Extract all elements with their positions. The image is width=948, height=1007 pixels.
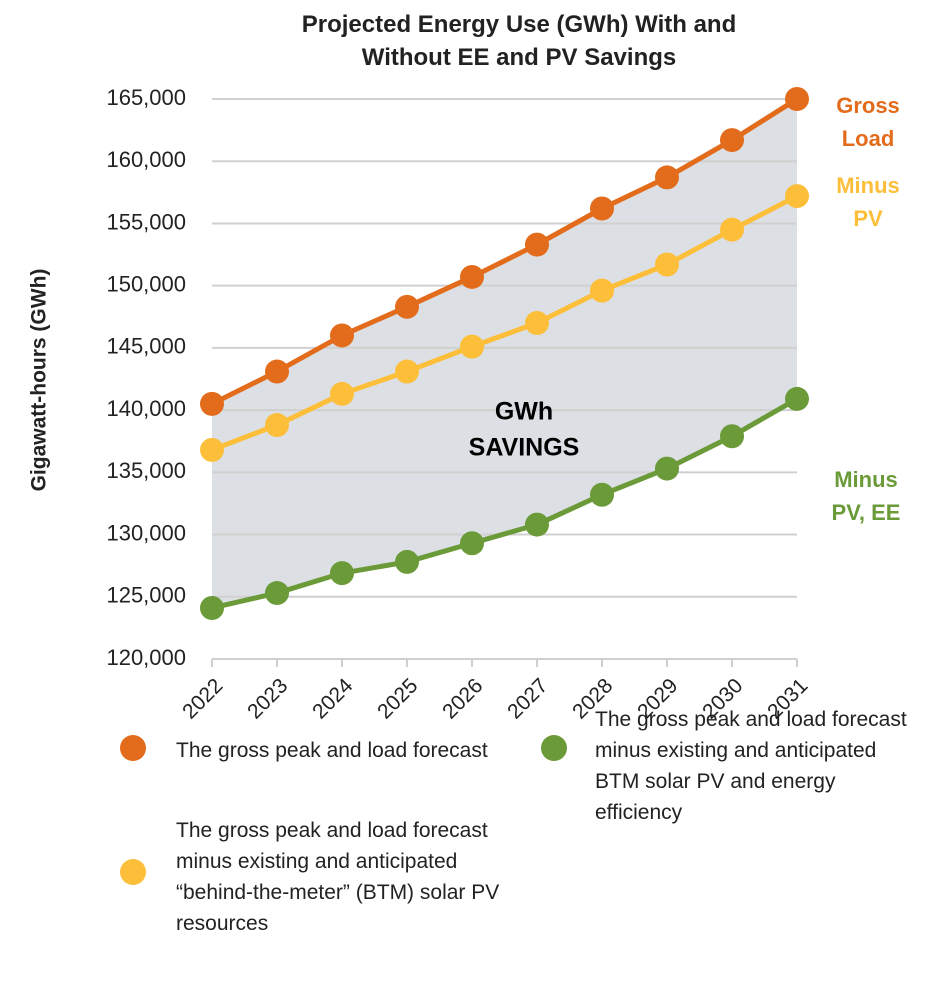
legend-marker [120,859,146,885]
series-marker [525,512,549,537]
annotation: Minus [836,173,900,198]
annotation: GWh [495,398,553,426]
series-line [211,396,799,611]
series-marker [590,278,614,303]
series-marker [525,232,549,257]
series-marker [200,437,224,462]
y-tick-label: 135,000 [106,458,186,483]
chart-title: Projected Energy Use (GWh) With and With… [301,11,737,71]
series-marker [265,413,289,438]
series-marker [785,87,809,111]
legend-marker [120,735,146,761]
annotation: Gross [836,93,900,118]
annotation: Minus [834,467,898,492]
annotation: PV, EE [832,500,901,525]
series-marker [525,311,549,335]
y-tick-label: 120,000 [106,645,186,670]
y-tick-label: 160,000 [106,147,186,172]
x-tick-label: 2027 [503,674,552,723]
savings-area [212,99,797,608]
series-marker [720,128,744,153]
series-marker [330,561,354,586]
series-marker [720,217,744,242]
series-line [211,193,799,453]
series-marker [590,196,614,221]
y-axis-label: Gigawatt-hours (GWh) [28,269,51,492]
series-marker [655,165,679,190]
series-marker [655,252,679,277]
y-tick-label: 165,000 [106,85,186,110]
x-tick-label: 2023 [243,674,292,723]
x-tick-label: 2024 [308,674,358,724]
series-marker [785,386,809,411]
y-tick-label: 150,000 [106,271,186,296]
series-marker [720,424,744,449]
series-marker [265,359,289,384]
legend-label: The gross peak and load forecast minus e… [595,708,907,824]
legend-label: The gross peak and load forecast [176,739,488,762]
y-tick-label: 130,000 [106,520,186,545]
legend-label: The gross peak and load forecast minus e… [176,819,500,935]
series-marker [785,184,809,209]
series-marker [460,334,484,359]
series-marker [265,581,289,606]
y-tick-label: 145,000 [106,334,186,359]
series-marker [655,456,679,481]
series-marker [330,381,354,406]
series-marker [460,264,484,289]
series-line [210,96,799,407]
series-marker [200,391,224,416]
y-tick-label: 125,000 [106,583,186,608]
series-marker [460,531,484,556]
series-marker [200,595,224,620]
series-marker [395,549,419,574]
annotation: PV [853,206,883,231]
annotation: SAVINGS [469,434,580,462]
x-tick-label: 2022 [178,674,227,723]
y-tick-label: 140,000 [106,396,186,421]
series-marker [590,482,614,507]
x-tick-label: 2026 [438,674,487,723]
series-marker [395,294,419,319]
legend-marker [541,735,567,761]
y-tick-label: 155,000 [106,209,186,234]
x-tick-label: 2025 [373,674,422,723]
annotation: Load [842,126,895,151]
series-marker [330,323,354,348]
series-marker [395,359,419,384]
